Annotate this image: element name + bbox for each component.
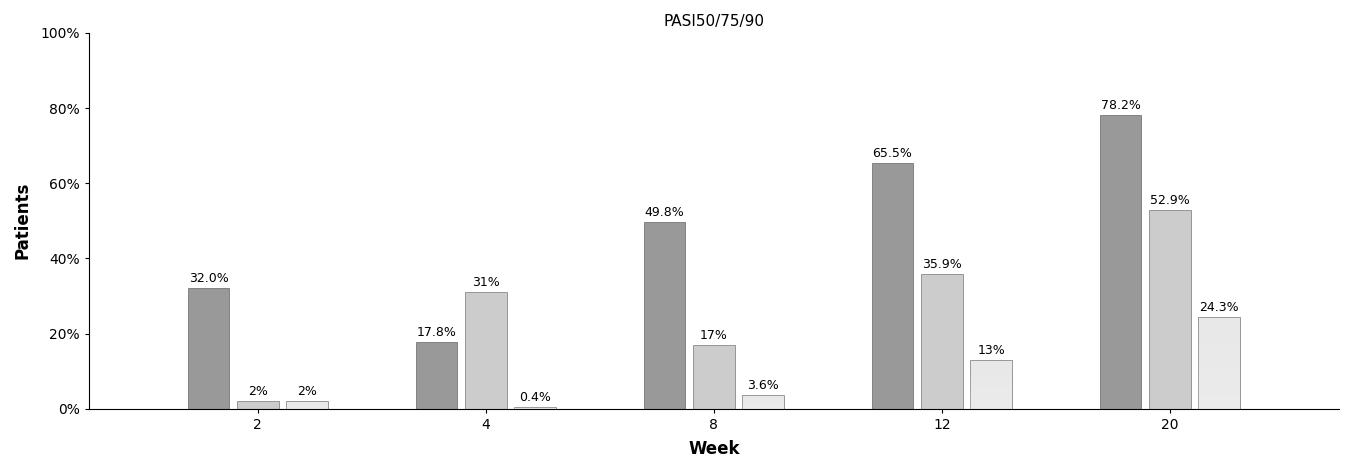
Bar bbox=[1199, 317, 1241, 409]
Bar bbox=[415, 342, 457, 409]
Bar bbox=[970, 382, 1012, 384]
Bar bbox=[1199, 327, 1241, 331]
Bar bbox=[1199, 345, 1241, 349]
Text: 3.6%: 3.6% bbox=[747, 379, 779, 392]
Bar bbox=[970, 375, 1012, 377]
Bar bbox=[1199, 359, 1241, 363]
Bar bbox=[1149, 210, 1191, 409]
Bar bbox=[1199, 381, 1241, 386]
Bar bbox=[1199, 331, 1241, 336]
Text: 2%: 2% bbox=[298, 385, 317, 398]
Bar bbox=[743, 403, 785, 404]
Y-axis label: Patients: Patients bbox=[14, 182, 32, 260]
Text: 49.8%: 49.8% bbox=[644, 205, 685, 219]
Bar bbox=[970, 379, 1012, 382]
Bar bbox=[1199, 404, 1241, 409]
Bar bbox=[970, 360, 1012, 409]
Bar bbox=[1199, 395, 1241, 400]
Bar bbox=[970, 389, 1012, 392]
Bar bbox=[693, 345, 735, 409]
Bar bbox=[970, 404, 1012, 406]
Text: 32.0%: 32.0% bbox=[188, 272, 229, 286]
Bar bbox=[1199, 377, 1241, 381]
Text: 35.9%: 35.9% bbox=[923, 258, 962, 271]
Bar bbox=[970, 406, 1012, 409]
Bar bbox=[1199, 363, 1241, 368]
Bar bbox=[743, 401, 785, 402]
Bar bbox=[1199, 317, 1241, 322]
Bar bbox=[1199, 400, 1241, 404]
Bar bbox=[970, 360, 1012, 362]
Bar bbox=[743, 395, 785, 396]
Bar bbox=[970, 370, 1012, 372]
Bar bbox=[970, 362, 1012, 365]
Bar bbox=[1100, 115, 1142, 409]
Text: 13%: 13% bbox=[977, 344, 1005, 357]
Bar bbox=[743, 396, 785, 397]
Bar bbox=[237, 401, 279, 409]
Bar bbox=[743, 399, 785, 400]
Bar bbox=[871, 162, 913, 409]
Text: 2%: 2% bbox=[248, 385, 268, 398]
Bar bbox=[465, 292, 507, 409]
Bar bbox=[970, 372, 1012, 375]
Bar bbox=[743, 408, 785, 409]
Bar bbox=[1199, 340, 1241, 345]
Text: 65.5%: 65.5% bbox=[873, 146, 912, 160]
Bar bbox=[1199, 372, 1241, 377]
Bar bbox=[970, 399, 1012, 401]
Bar bbox=[970, 377, 1012, 379]
Bar bbox=[1199, 386, 1241, 390]
Bar bbox=[743, 400, 785, 401]
Bar bbox=[743, 407, 785, 408]
Bar bbox=[743, 398, 785, 399]
Bar bbox=[188, 288, 230, 409]
Bar bbox=[644, 221, 686, 409]
Bar bbox=[287, 401, 329, 409]
Bar bbox=[970, 367, 1012, 370]
Text: 17.8%: 17.8% bbox=[417, 326, 456, 339]
Bar bbox=[1199, 336, 1241, 340]
Text: 78.2%: 78.2% bbox=[1100, 99, 1141, 112]
Bar bbox=[1199, 368, 1241, 372]
Bar bbox=[743, 404, 785, 405]
Bar bbox=[1199, 354, 1241, 359]
Text: 52.9%: 52.9% bbox=[1150, 194, 1189, 207]
Text: 0.4%: 0.4% bbox=[520, 391, 551, 404]
Bar bbox=[970, 396, 1012, 399]
Text: 24.3%: 24.3% bbox=[1200, 302, 1239, 314]
Text: 31%: 31% bbox=[472, 276, 499, 289]
Bar bbox=[970, 384, 1012, 387]
Title: PASI50/75/90: PASI50/75/90 bbox=[663, 14, 764, 29]
Bar bbox=[743, 395, 785, 409]
Bar bbox=[514, 407, 556, 409]
X-axis label: Week: Week bbox=[689, 440, 740, 458]
Bar bbox=[970, 394, 1012, 396]
Bar bbox=[970, 401, 1012, 404]
Bar bbox=[970, 387, 1012, 389]
Bar bbox=[743, 406, 785, 407]
Bar bbox=[1199, 322, 1241, 327]
Bar bbox=[743, 402, 785, 403]
Bar bbox=[1199, 349, 1241, 354]
Bar bbox=[743, 405, 785, 406]
Bar bbox=[970, 365, 1012, 367]
Bar bbox=[921, 274, 963, 409]
Bar bbox=[970, 392, 1012, 394]
Bar bbox=[743, 397, 785, 398]
Bar bbox=[1199, 390, 1241, 395]
Text: 17%: 17% bbox=[700, 329, 728, 342]
